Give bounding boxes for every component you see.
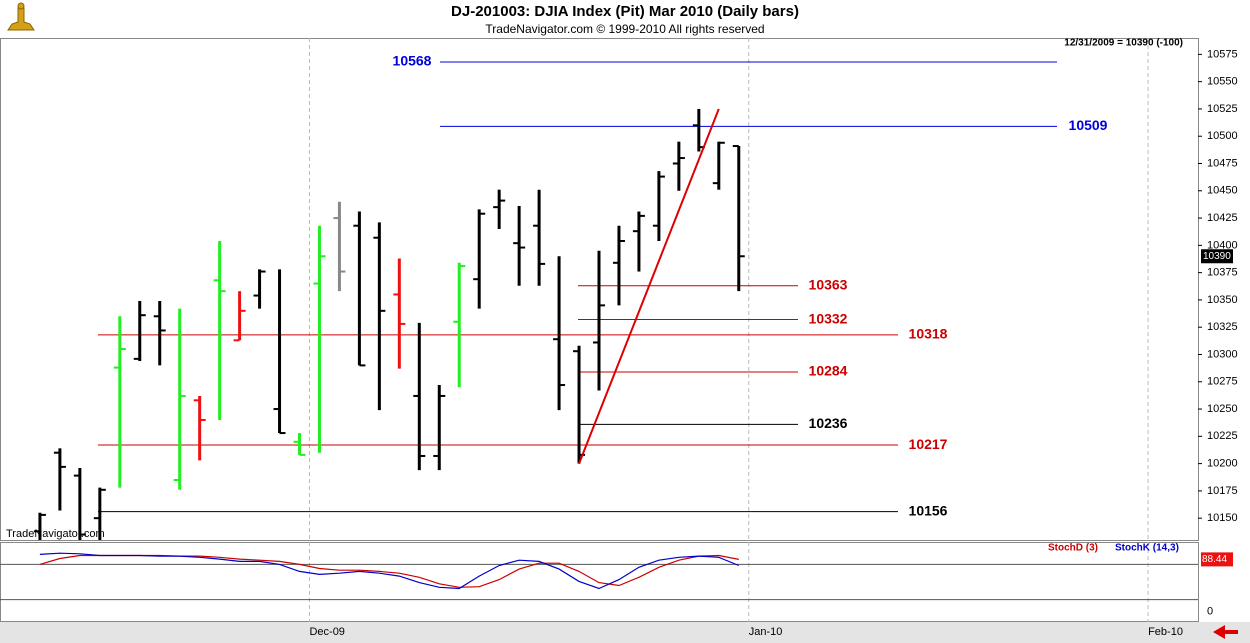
annotation: 12/31/2009 = 10390 (-100) [1064,38,1183,49]
chart-subtitle: TradeNavigator.com © 1999-2010 All right… [485,22,764,36]
ohlc-bar [273,269,286,435]
ohlc-bar [473,209,486,309]
level-label: 10236 [809,415,848,431]
ohlc-bar [73,467,86,540]
ohlc-bar [153,301,166,366]
level-label: 10217 [909,436,948,452]
ohlc-bar [533,189,546,286]
level-label: 10318 [909,326,948,342]
price-panel [0,38,1199,541]
ohlc-bar [513,206,526,286]
y-tick-label: 10525 [1207,103,1238,115]
y-tick-label: 10425 [1207,212,1238,224]
ohlc-bar [413,322,426,471]
y-tick-label: 10500 [1207,130,1238,142]
ohlc-bar [293,433,306,456]
y-tick-label: 0 [1207,605,1213,617]
level-label: 10568 [393,53,432,69]
level-label: 10284 [809,363,848,379]
ohlc-bar [672,141,685,191]
ohlc-bar [93,487,106,540]
stoch-panel [0,542,1199,622]
ohlc-bar [393,258,406,369]
ohlc-bar [193,395,206,461]
y-tick-label: 10175 [1207,485,1238,497]
y-tick-label: 10400 [1207,239,1238,251]
level-label: 10509 [1069,117,1108,133]
ohlc-bar [453,262,466,388]
ohlc-bar [553,256,566,411]
logo [7,2,35,31]
y-tick-label: 10375 [1207,267,1238,279]
y-tick-label: 10300 [1207,348,1238,360]
x-tick-label: Feb-10 [1148,626,1183,638]
scroll-arrow[interactable] [1213,625,1238,639]
ohlc-bar [732,145,745,292]
x-axis-strip [0,622,1250,643]
ohlc-bar [313,225,326,453]
y-tick-label: 10325 [1207,321,1238,333]
value-label: 88.44 [1202,554,1227,565]
y-tick-label: 10225 [1207,430,1238,442]
y-tick-label: 10200 [1207,458,1238,470]
y-tick-label: 10350 [1207,294,1238,306]
ohlc-bar [433,385,446,471]
ohlc-bar [233,291,246,342]
chart-title: DJ-201003: DJIA Index (Pit) Mar 2010 (Da… [451,3,799,20]
y-tick-label: 10550 [1207,76,1238,88]
ohlc-bar [353,211,366,367]
last-price-box [1201,249,1233,264]
ohlc-bar [652,171,665,241]
y-tick-label: 10250 [1207,403,1238,415]
ohlc-bar [712,141,725,190]
stoch-line [39,552,740,590]
ohlc-bar [593,250,605,391]
ohlc-bar [253,269,266,309]
y-tick-label: 10575 [1207,48,1238,60]
ohlc-bar [632,211,645,272]
legend-entry: StochD (3) [1048,543,1098,554]
x-tick-label: Jan-10 [749,626,783,638]
ohlc-bar [213,240,226,420]
y-tick-label: 10275 [1207,376,1238,388]
y-tick-label: 10475 [1207,157,1238,169]
value-box [1201,552,1233,567]
watermark: TradeNavigator.com [6,528,105,540]
level-label: 10363 [809,276,848,292]
last-price-label: 10390 [1203,251,1231,262]
x-tick-label: Dec-09 [309,626,344,638]
ohlc-bar [333,201,346,292]
ohlc-bar [133,301,146,362]
ohlc-bar [33,512,46,540]
ohlc-bar [113,316,126,488]
ohlc-bar [173,308,186,490]
trend-line [578,108,720,464]
legend-entry: StochK (14,3) [1115,543,1179,554]
ohlc-bar [373,222,386,411]
level-label: 10156 [909,502,948,518]
ohlc-bar [53,448,66,511]
y-tick-label: 10450 [1207,185,1238,197]
ohlc-bar [493,189,506,229]
ohlc-bar [612,225,625,306]
y-tick-label: 10150 [1207,512,1238,524]
level-label: 10332 [809,310,848,326]
